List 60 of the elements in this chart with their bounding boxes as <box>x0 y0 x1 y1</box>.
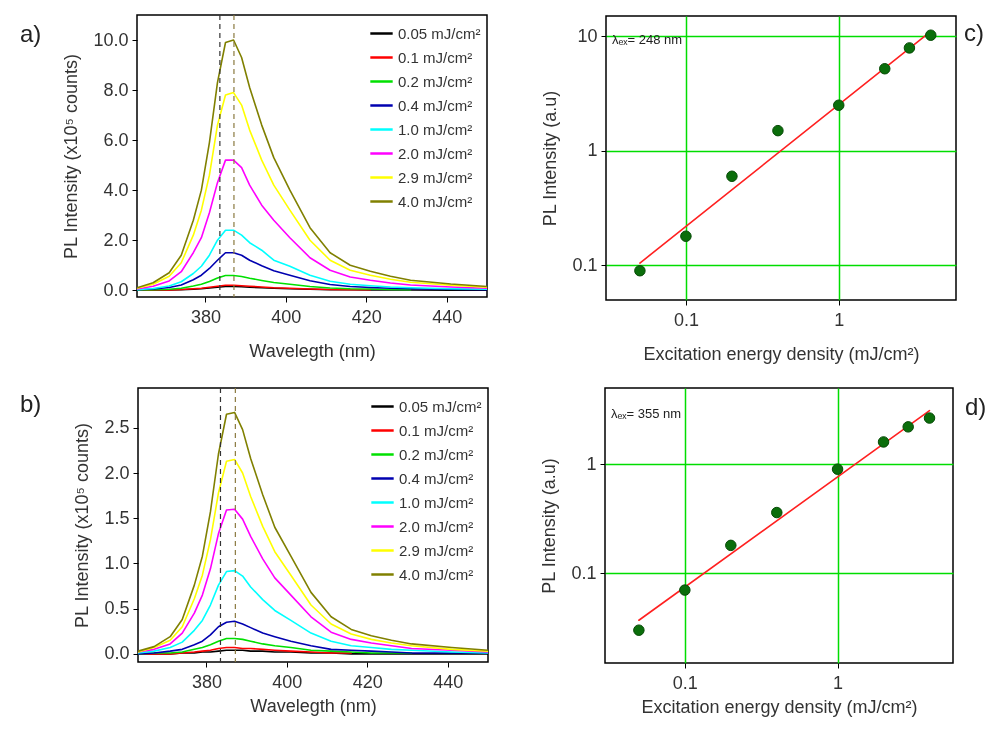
y-tick-label: 10 <box>577 25 598 46</box>
legend-label: 4.0 mJ/cm² <box>398 192 473 210</box>
x-tick-label: 380 <box>191 671 222 692</box>
x-axis-title: Wavelegth (nm) <box>250 695 377 716</box>
y-tick-label: 0.1 <box>571 562 597 583</box>
x-tick-label: 420 <box>352 671 383 692</box>
y-tick-label: 0.0 <box>104 643 130 664</box>
x-tick-label: 0.1 <box>673 309 699 330</box>
line-series <box>137 274 412 291</box>
x-axis-title: Excitation energy density (mJ/cm²) <box>641 696 918 717</box>
annotation: λₑₓ= 355 nm <box>611 406 682 421</box>
x-tick-label: 0.1 <box>672 672 698 693</box>
x-tick-label: 400 <box>271 306 302 327</box>
y-tick-label: 2.0 <box>104 462 130 483</box>
y-tick-label: 1.0 <box>104 552 130 573</box>
legend-label: 0.1 mJ/cm² <box>399 421 474 439</box>
legend-label: 2.9 mJ/cm² <box>398 168 473 186</box>
y-axis-title: PL Intensity (a.u) <box>539 458 560 594</box>
legend-label: 0.05 mJ/cm² <box>398 24 481 42</box>
legend-label: 2.0 mJ/cm² <box>399 517 474 535</box>
legend-label: 4.0 mJ/cm² <box>399 565 474 583</box>
legend-label: 2.9 mJ/cm² <box>399 541 474 559</box>
y-axis-title: PL Intensity (x10⁵ counts) <box>72 423 93 628</box>
y-axis-title: PL Intensity (x10⁵ counts) <box>61 54 82 259</box>
x-tick-label: 400 <box>272 671 303 692</box>
chart-title: c) <box>964 19 984 46</box>
x-axis-title: Wavelegth (nm) <box>249 340 376 361</box>
y-tick-label: 0.0 <box>103 279 129 300</box>
y-tick-label: 1.5 <box>104 507 130 528</box>
line-series <box>138 646 353 655</box>
y-tick-label: 1 <box>586 453 597 474</box>
chart-title: d) <box>965 393 987 420</box>
x-tick-label: 440 <box>433 671 464 692</box>
legend-label: 0.4 mJ/cm² <box>399 469 474 487</box>
y-tick-label: 2.0 <box>103 229 129 250</box>
y-tick-label: 4.0 <box>103 179 129 200</box>
legend-label: 0.2 mJ/cm² <box>398 72 473 90</box>
y-tick-label: 6.0 <box>103 129 129 150</box>
legend-label: 0.2 mJ/cm² <box>399 445 474 463</box>
legend-label: 2.0 mJ/cm² <box>398 144 473 162</box>
y-tick-label: 2.5 <box>104 417 130 438</box>
legend-label: 1.0 mJ/cm² <box>398 120 473 138</box>
x-tick-label: 440 <box>432 306 463 327</box>
y-axis-title: PL Intensity (a.u) <box>540 90 561 227</box>
chart-title: a) <box>20 20 42 47</box>
y-tick-label: 8.0 <box>103 79 129 100</box>
legend-label: 0.4 mJ/cm² <box>398 96 473 114</box>
x-tick-label: 380 <box>190 306 221 327</box>
x-axis-title: Excitation energy density (mJ/cm²) <box>643 343 920 364</box>
y-tick-label: 0.1 <box>572 254 598 275</box>
x-tick-label: 1 <box>833 672 844 693</box>
legend-label: 0.05 mJ/cm² <box>399 397 482 415</box>
x-tick-label: 420 <box>351 306 382 327</box>
legend-label: 0.1 mJ/cm² <box>398 48 473 66</box>
y-tick-label: 0.5 <box>104 598 130 619</box>
legend-label: 1.0 mJ/cm² <box>399 493 474 511</box>
chart-title: b) <box>20 390 42 417</box>
y-tick-label: 1 <box>587 140 598 161</box>
x-tick-label: 1 <box>834 309 845 330</box>
y-tick-label: 10.0 <box>93 29 129 50</box>
